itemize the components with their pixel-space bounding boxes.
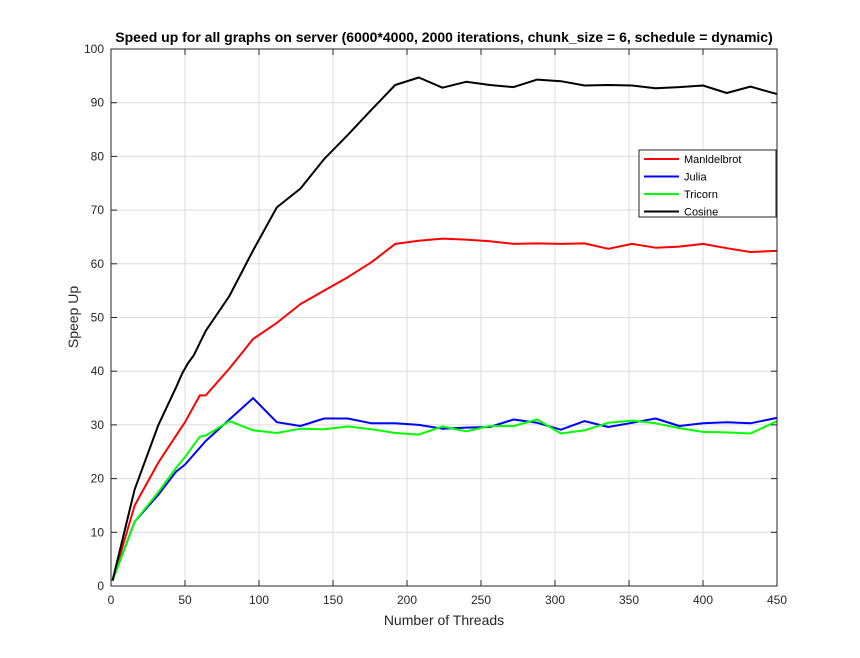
x-tick-label: 150	[323, 593, 343, 607]
y-tick-label: 10	[91, 525, 105, 539]
legend-label-manldelbrot: Manldelbrot	[684, 154, 741, 166]
chart-title: Speed up for all graphs on server (6000*…	[115, 29, 773, 45]
y-tick-label: 60	[91, 257, 105, 271]
y-tick-label: 20	[91, 472, 105, 486]
y-tick-label: 0	[97, 579, 104, 593]
y-axis-label: Speep Up	[65, 286, 81, 348]
tick-labels: 0 50 100 150 200 250 300 350 400 450 0 10 20 30 40 50 60…	[84, 42, 787, 607]
legend-label-julia: Julia	[684, 172, 708, 184]
x-tick-label: 0	[108, 593, 115, 607]
y-tick-label: 100	[84, 42, 104, 56]
series-line-tricorn	[111, 418, 778, 581]
legend: Manldelbrot Julia Tricorn Cosine	[638, 149, 777, 219]
y-tick-label: 90	[91, 96, 105, 110]
x-tick-label: 450	[767, 593, 787, 607]
series-layer	[111, 76, 778, 581]
series-line-cosine	[111, 76, 778, 581]
x-tick-label: 100	[249, 593, 269, 607]
y-tick-label: 80	[91, 149, 105, 163]
x-tick-label: 50	[178, 593, 192, 607]
x-axis-label: Number of Threads	[384, 612, 504, 628]
x-tick-label: 400	[693, 593, 713, 607]
x-tick-label: 300	[545, 593, 565, 607]
y-tick-label: 30	[91, 418, 105, 432]
legend-label-tricorn: Tricorn	[684, 189, 718, 201]
y-tick-label: 50	[91, 311, 105, 325]
y-tick-label: 70	[91, 203, 105, 217]
grid-lines	[110, 48, 778, 587]
x-tick-label: 350	[619, 593, 639, 607]
legend-label-cosine: Cosine	[684, 207, 718, 219]
series-line-julia	[111, 397, 778, 581]
series-line-manldelbrot	[111, 237, 778, 581]
x-tick-label: 200	[397, 593, 417, 607]
legend-box	[638, 149, 777, 218]
y-tick-label: 40	[91, 364, 105, 378]
x-tick-label: 250	[471, 593, 491, 607]
